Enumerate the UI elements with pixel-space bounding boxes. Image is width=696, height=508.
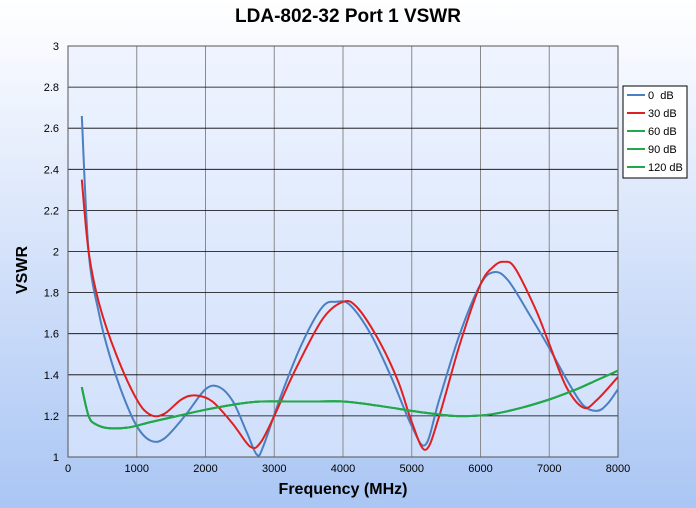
x-tick-label: 0 <box>65 463 71 475</box>
x-tick-label: 1000 <box>125 463 149 475</box>
series-line-1 <box>80 179 619 451</box>
chart-title: LDA-802-32 Port 1 VSWR <box>235 6 461 27</box>
x-axis-label: Frequency (MHz) <box>279 481 408 498</box>
x-tick-label: 8000 <box>606 463 630 475</box>
y-tick-label: 2.6 <box>44 123 59 135</box>
legend-label: 30 dB <box>648 108 677 120</box>
x-tick-label: 6000 <box>468 463 492 475</box>
y-tick-label: 2.8 <box>44 82 59 94</box>
x-tick-label: 3000 <box>262 463 286 475</box>
x-tick-label: 7000 <box>537 463 561 475</box>
y-tick-label: 2 <box>53 247 59 259</box>
plot-border <box>67 45 619 458</box>
y-axis-label: VSWR <box>14 246 31 294</box>
legend-label: 0 dB <box>648 90 674 102</box>
y-tick-label: 2.4 <box>44 164 59 176</box>
series-line-4 <box>80 369 619 430</box>
x-tick-label: 5000 <box>400 463 424 475</box>
series-line-0 <box>80 115 619 457</box>
legend-label: 60 dB <box>648 126 677 138</box>
x-tick-label: 2000 <box>193 463 217 475</box>
y-tick-label: 1.8 <box>44 288 59 300</box>
legend-label: 90 dB <box>648 144 677 156</box>
y-tick-label: 2.2 <box>44 205 59 217</box>
x-tick-label: 4000 <box>331 463 355 475</box>
legend-label: 120 dB <box>648 162 683 174</box>
y-tick-label: 1 <box>53 452 59 464</box>
y-tick-label: 1.4 <box>44 370 59 382</box>
y-tick-label: 3 <box>53 41 59 53</box>
y-tick-label: 1.6 <box>44 329 59 341</box>
y-tick-label: 1.2 <box>44 411 59 423</box>
